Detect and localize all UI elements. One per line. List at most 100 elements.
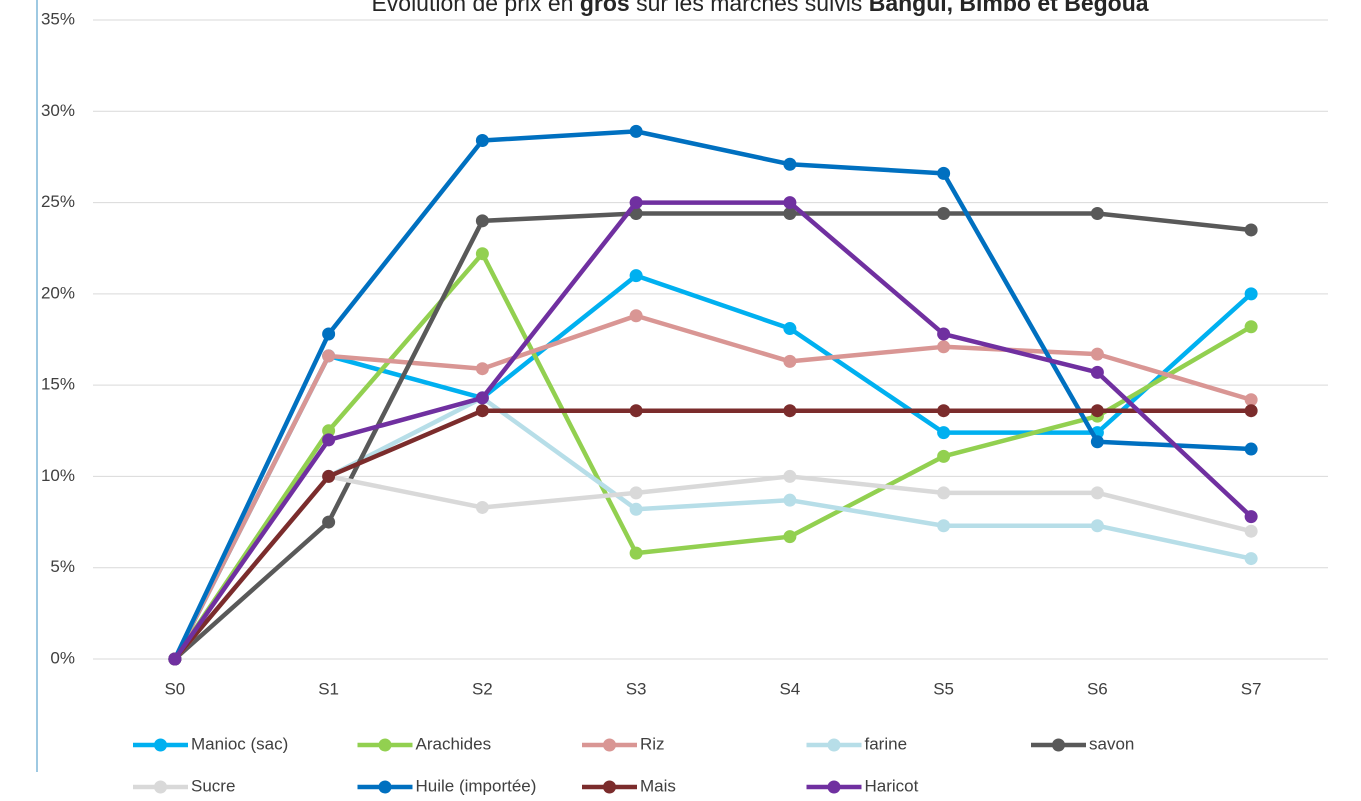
- data-point: [629, 404, 643, 418]
- data-point: [629, 502, 643, 516]
- data-point: [475, 214, 489, 228]
- legend-marker: [1052, 738, 1065, 752]
- data-point: [475, 362, 489, 376]
- legend-label: savon: [1089, 734, 1134, 753]
- data-point: [937, 340, 951, 354]
- y-tick-label: 35%: [41, 9, 75, 28]
- data-point: [629, 546, 643, 560]
- title-part: sur les marchés suivis: [630, 0, 869, 16]
- data-point: [1244, 510, 1258, 524]
- x-tick-label: S7: [1241, 679, 1262, 698]
- series-line: [172, 313, 1252, 661]
- x-tick-label: S4: [779, 679, 800, 698]
- data-point: [322, 349, 336, 363]
- data-point: [322, 327, 336, 341]
- y-tick-label: 15%: [41, 375, 75, 394]
- title-part: Evolution de prix en: [371, 0, 579, 16]
- data-point: [1090, 404, 1104, 418]
- legend-marker: [827, 738, 841, 752]
- series-line: [172, 129, 1252, 660]
- data-point: [1244, 223, 1258, 237]
- series-line: [173, 251, 1253, 661]
- data-point: [1090, 435, 1104, 449]
- data-point: [783, 207, 797, 221]
- data-point: [629, 486, 643, 500]
- legend-label: Haricot: [865, 776, 919, 795]
- data-point: [322, 469, 336, 483]
- title-part: Bangui, Bimbo et Bégoua: [869, 0, 1149, 16]
- y-tick-label: 20%: [41, 283, 75, 302]
- series-line: [173, 211, 1252, 661]
- data-point: [475, 404, 489, 418]
- x-tick-label: S3: [626, 679, 647, 698]
- data-point: [1244, 393, 1258, 407]
- data-point: [475, 247, 489, 261]
- data-point: [937, 327, 951, 341]
- data-point: [783, 469, 797, 483]
- data-point: [783, 157, 797, 171]
- data-point: [1090, 347, 1104, 361]
- x-tick-label: S6: [1087, 679, 1108, 698]
- data-point: [1090, 207, 1104, 221]
- data-point: [937, 426, 951, 440]
- legend-marker: [154, 780, 167, 794]
- series-line: [173, 200, 1253, 661]
- series-line: [173, 408, 1252, 661]
- x-tick-label: S5: [933, 679, 954, 698]
- data-point: [1090, 519, 1104, 533]
- legend-label: Huile (importée): [416, 776, 537, 795]
- data-point: [629, 269, 643, 283]
- data-point: [629, 196, 643, 210]
- data-point: [783, 493, 797, 507]
- y-tick-label: 5%: [50, 557, 75, 576]
- data-point: [783, 530, 797, 544]
- data-point: [783, 404, 797, 418]
- data-point: [1244, 442, 1258, 456]
- data-point: [1090, 486, 1104, 500]
- data-point: [629, 309, 643, 323]
- data-point: [1090, 365, 1104, 379]
- legend-marker: [378, 780, 392, 794]
- data-point: [1244, 404, 1258, 418]
- legend-label: Sucre: [191, 776, 235, 795]
- data-point: [783, 196, 797, 210]
- legend-label: Mais: [640, 776, 676, 795]
- data-point: [937, 449, 951, 463]
- legend-marker: [603, 738, 616, 752]
- series-line: [173, 474, 1252, 661]
- data-point: [168, 652, 182, 666]
- chart-title: Evolution de prix en gros sur les marché…: [371, 0, 1148, 16]
- data-point: [322, 515, 336, 529]
- data-point: [937, 207, 951, 221]
- data-point: [937, 404, 951, 418]
- data-point: [475, 133, 489, 147]
- data-point: [1244, 287, 1258, 301]
- data-point: [1244, 552, 1258, 566]
- legend-marker: [154, 738, 167, 752]
- y-tick-label: 0%: [50, 648, 75, 667]
- y-tick-label: 10%: [41, 466, 75, 485]
- data-point: [1244, 524, 1258, 538]
- x-tick-label: S2: [472, 679, 493, 698]
- legend-marker: [378, 738, 392, 752]
- data-point: [322, 433, 336, 447]
- data-point: [937, 486, 951, 500]
- data-point: [1244, 320, 1258, 334]
- series-line: [172, 273, 1253, 661]
- legend-label: Riz: [640, 734, 665, 753]
- data-point: [475, 500, 489, 514]
- data-point: [783, 322, 797, 336]
- data-point: [475, 391, 489, 405]
- legend-label: Manioc (sac): [191, 734, 288, 753]
- legend-marker: [827, 780, 841, 794]
- data-point: [322, 424, 336, 438]
- data-point: [937, 166, 951, 180]
- data-point: [783, 354, 797, 368]
- legend-label: farine: [865, 734, 908, 753]
- legend-marker: [603, 780, 616, 794]
- x-tick-label: S0: [164, 679, 185, 698]
- legend-label: Arachides: [416, 734, 492, 753]
- data-point: [629, 124, 643, 138]
- title-part: gros: [580, 0, 630, 16]
